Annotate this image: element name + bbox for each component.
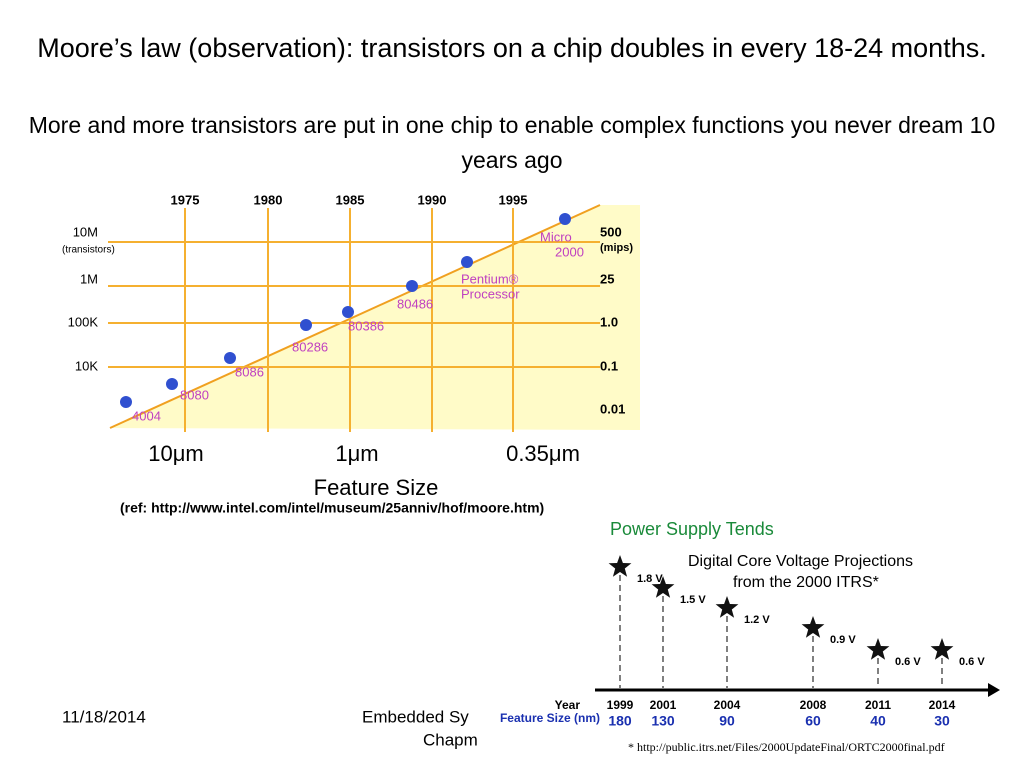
- size-label: 90: [719, 713, 735, 729]
- slide-title: Moore’s law (observation): transistors o…: [37, 33, 987, 63]
- feature-label: 0.35μm: [506, 441, 580, 466]
- year-label: 1980: [254, 192, 283, 207]
- year-label: 2004: [714, 698, 741, 712]
- voltage-label: 0.6 V: [895, 656, 921, 668]
- power-title: from the 2000 ITRS*: [733, 574, 879, 591]
- chip-dot: [224, 352, 236, 364]
- chip-label: Micro: [540, 229, 572, 244]
- voltage-label: 0.6 V: [959, 656, 985, 668]
- transistor-label: 1M: [80, 271, 98, 286]
- chip-label: 4004: [132, 408, 161, 423]
- chip-label: 8086: [235, 364, 264, 379]
- slide-subtitle: More and more transistors are put in one…: [28, 112, 996, 173]
- chip-dot: [406, 280, 418, 292]
- voltage-label: 0.9 V: [830, 634, 856, 646]
- year-label: 1985: [336, 192, 365, 207]
- size-label: 40: [870, 713, 886, 729]
- star: [651, 576, 675, 598]
- year-label: 1995: [499, 192, 528, 207]
- chip-label: 2000: [555, 244, 584, 259]
- star: [801, 616, 825, 638]
- power-heading: Power Supply Tends: [610, 519, 774, 539]
- mips-label: 1.0: [600, 314, 618, 329]
- year-label: 2008: [800, 698, 827, 712]
- chip-label: Processor: [461, 286, 520, 301]
- voltage-label: 1.5 V: [680, 594, 706, 606]
- axis-arrow: [988, 683, 1000, 697]
- chip-dot: [300, 319, 312, 331]
- transistor-label: 10M: [73, 224, 98, 239]
- year-label: 1975: [171, 192, 200, 207]
- mips-label: 500: [600, 224, 622, 239]
- transistor-label: 100K: [68, 314, 99, 329]
- year-label: 2001: [650, 698, 677, 712]
- size-axis-label: Feature Size (nm): [500, 711, 600, 725]
- reference: (ref: http://www.intel.com/intel/museum/…: [120, 500, 544, 516]
- x-title: Feature Size: [314, 475, 439, 500]
- chip-label: Pentium®: [461, 271, 519, 286]
- footer-center: Embedded Sy: [362, 707, 469, 726]
- mips-label: (mips): [600, 242, 633, 254]
- size-label: 30: [934, 713, 950, 729]
- transistor-label: 10K: [75, 358, 98, 373]
- size-label: 180: [608, 713, 632, 729]
- footnote: * http://public.itrs.net/Files/2000Updat…: [628, 740, 945, 754]
- feature-label: 10μm: [148, 441, 203, 466]
- chip-dot: [461, 256, 473, 268]
- chip-dot: [120, 396, 132, 408]
- year-axis-label: Year: [555, 698, 581, 712]
- voltage-label: 1.2 V: [744, 614, 770, 626]
- chip-label: 8080: [180, 387, 209, 402]
- trend-area: [110, 205, 640, 430]
- mips-label: 0.01: [600, 401, 625, 416]
- star: [608, 555, 632, 577]
- feature-label: 1μm: [335, 441, 378, 466]
- size-label: 130: [651, 713, 675, 729]
- power-title: Digital Core Voltage Projections: [688, 553, 913, 570]
- star: [715, 596, 739, 618]
- transistor-label: (transistors): [62, 245, 115, 256]
- chip-dot: [166, 378, 178, 390]
- year-label: 2011: [865, 698, 891, 712]
- star: [930, 638, 954, 660]
- year-label: 2014: [929, 698, 956, 712]
- footer-center: Chapm: [423, 730, 478, 749]
- chip-label: 80286: [292, 339, 328, 354]
- footer-date: 11/18/2014: [62, 707, 146, 726]
- size-label: 60: [805, 713, 821, 729]
- star: [866, 638, 890, 660]
- chip-dot: [342, 306, 354, 318]
- chip-label: 80386: [348, 318, 384, 333]
- mips-label: 25: [600, 271, 614, 286]
- year-label: 1990: [418, 192, 447, 207]
- chip-label: 80486: [397, 296, 433, 311]
- chip-dot: [559, 213, 571, 225]
- voltage-label: 1.8 V: [637, 573, 663, 585]
- mips-label: 0.1: [600, 358, 618, 373]
- year-label: 1999: [607, 698, 634, 712]
